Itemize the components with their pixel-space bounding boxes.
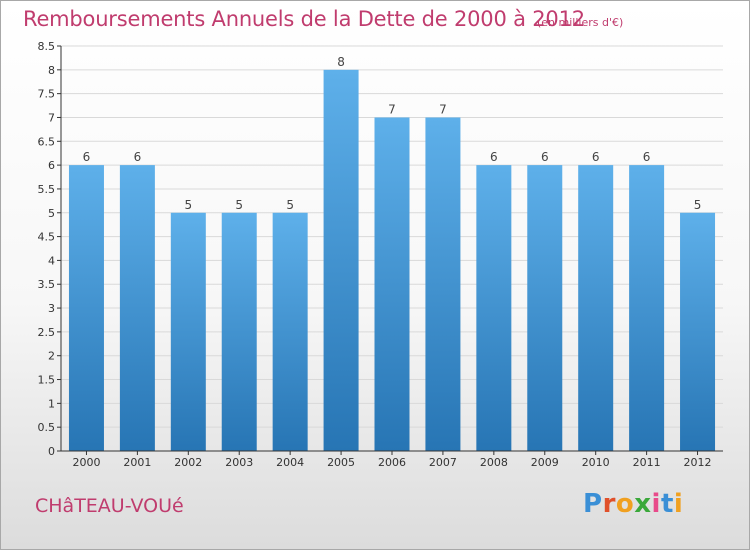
x-tick-label: 2001	[123, 456, 151, 469]
chart-title: Remboursements Annuels de la Dette de 20…	[23, 7, 585, 31]
data-label: 6	[83, 150, 91, 164]
bar-2000	[68, 165, 104, 451]
logo-letter: o	[615, 489, 635, 519]
data-label: 6	[134, 150, 142, 164]
bar-2010	[578, 165, 614, 451]
y-tick-label: 1	[48, 397, 55, 410]
commune-name: CHâTEAU-VOUé	[35, 495, 184, 517]
data-label: 8	[337, 55, 345, 69]
data-label: 7	[388, 102, 396, 116]
x-tick-label: 2012	[684, 456, 712, 469]
proxiti-logo: Proxiti	[583, 489, 683, 519]
y-tick-label: 6	[48, 159, 55, 172]
bars	[68, 69, 716, 452]
data-label: 5	[235, 198, 243, 212]
labels: 0 0.5 1 1.5 2 2.5 3 3.5 4 4.5 5 5.5 6 6.5 7 7.5 8 8.5 6 200…	[38, 40, 712, 469]
x-tick-label: 2007	[429, 456, 457, 469]
logo-letter: i	[651, 489, 661, 519]
data-label: 6	[592, 150, 600, 164]
x-tick-label: 2008	[480, 456, 508, 469]
y-tick-label: 2.5	[38, 326, 56, 339]
bar-2003	[221, 212, 257, 451]
y-tick-label: 2	[48, 350, 55, 363]
y-tick-label: 7.5	[38, 88, 56, 101]
bar-2002	[170, 212, 206, 451]
bar-2011	[629, 165, 665, 451]
data-label: 7	[439, 102, 447, 116]
x-tick-label: 2002	[174, 456, 202, 469]
y-tick-label: 6.5	[38, 135, 56, 148]
y-tick-label: 0	[48, 445, 55, 458]
data-label: 6	[643, 150, 651, 164]
bar-2008	[476, 165, 512, 451]
x-tick-label: 2011	[633, 456, 661, 469]
x-tick-label: 2009	[531, 456, 559, 469]
data-label: 5	[694, 198, 702, 212]
data-label: 6	[490, 150, 498, 164]
chart-subtitle: (en milliers d'€)	[537, 16, 624, 29]
y-tick-label: 7	[48, 111, 55, 124]
x-tick-label: 2003	[225, 456, 253, 469]
y-tick-label: 0.5	[38, 421, 56, 434]
logo-letter: r	[602, 489, 616, 519]
logo-letter: t	[660, 489, 674, 519]
bar-2005	[323, 69, 359, 451]
bar-2012	[680, 212, 716, 451]
x-tick-label: 2004	[276, 456, 304, 469]
data-label: 5	[286, 198, 294, 212]
bar-2006	[374, 117, 410, 452]
y-tick-label: 4	[48, 254, 55, 267]
bar-2004	[272, 212, 308, 451]
x-tick-label: 2005	[327, 456, 355, 469]
y-tick-label: 1.5	[38, 374, 56, 387]
bar-2009	[527, 165, 563, 451]
y-tick-label: 8	[48, 64, 55, 77]
logo-letter: P	[583, 489, 603, 519]
data-label: 6	[541, 150, 549, 164]
logo-letter: x	[634, 489, 652, 519]
data-label: 5	[184, 198, 192, 212]
logo-letter: i	[673, 489, 684, 519]
y-tick-label: 5	[48, 207, 55, 220]
y-tick-label: 3.5	[38, 278, 56, 291]
y-tick-label: 8.5	[38, 40, 56, 53]
axes	[57, 45, 723, 455]
y-tick-label: 5.5	[38, 183, 56, 196]
bar-2001	[119, 165, 155, 451]
y-tick-label: 4.5	[38, 231, 56, 244]
x-tick-label: 2010	[582, 456, 610, 469]
y-tick-label: 3	[48, 302, 55, 315]
x-tick-label: 2000	[72, 456, 100, 469]
bar-2007	[425, 117, 461, 452]
x-tick-label: 2006	[378, 456, 406, 469]
